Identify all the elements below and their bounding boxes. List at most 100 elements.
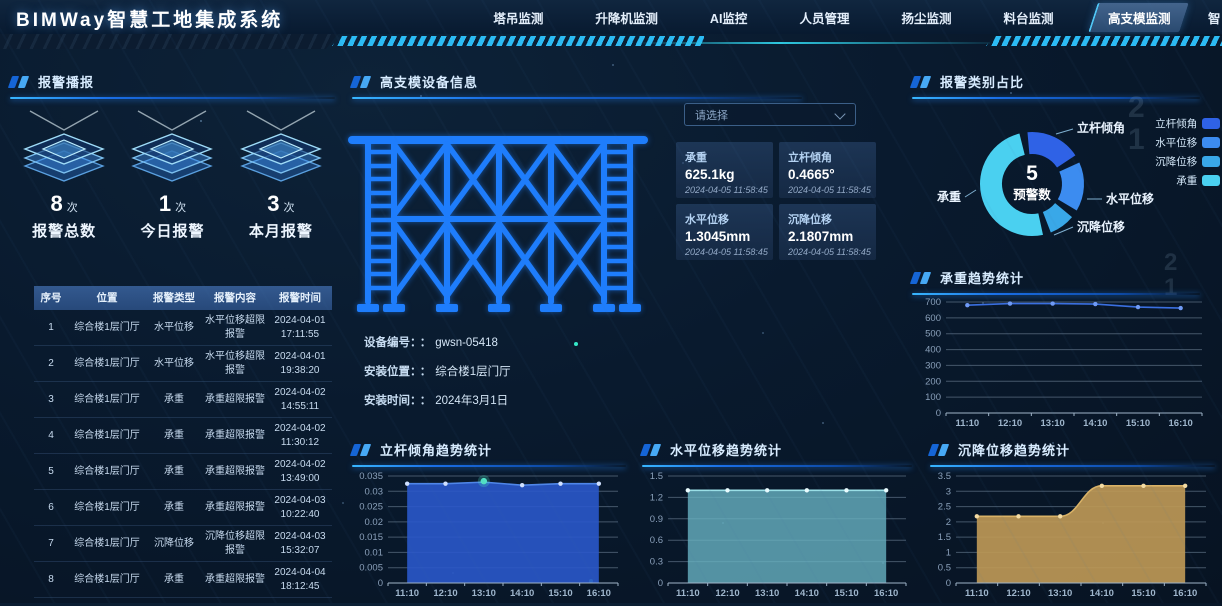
svg-text:100: 100	[925, 392, 941, 403]
svg-text:14:10: 14:10	[1090, 588, 1114, 599]
nav-tab-1[interactable]: 升降机监测	[595, 11, 658, 26]
pie-panel-header: 报警类别占比	[909, 72, 1200, 99]
metric-label: 水平位移	[685, 214, 729, 226]
device-info: 设备编号：： gwsn-05418 安装位置：：综合楼1层门厅 安装时间：： 2024年…	[364, 334, 511, 421]
table-cell: 水平位移超限报警	[205, 315, 265, 340]
column-header: 位置	[96, 291, 118, 304]
svg-text:0.5: 0.5	[938, 563, 951, 574]
table-row: 3 综合楼1层门厅 承重 承重超限报警 2024-04-02 14:55:11	[34, 382, 332, 418]
info-label: 安装位置：	[364, 366, 416, 378]
svg-text:水平位移: 水平位移	[1106, 191, 1154, 206]
table-cell: 综合楼1层门厅	[74, 465, 140, 477]
svg-text:0.03: 0.03	[365, 486, 384, 497]
svg-text:立杆倾角: 立杆倾角	[1077, 120, 1125, 135]
table-row: 2 综合楼1层门厅 水平位移 水平位移超限报警 2024-04-01 19:38:20	[34, 346, 332, 382]
legend-swatch	[1202, 156, 1220, 167]
table-cell: 4	[48, 429, 54, 441]
settle-trend-chart: 0 0.5 1 1.5 2 2.5 3 3.5 11:10 12:10 13:10 14:10 15:1…	[922, 467, 1218, 601]
deco-cyan-hatch-left	[332, 36, 704, 46]
device-select[interactable]: 请选择	[684, 103, 856, 126]
panel-title: 报警播报	[38, 75, 95, 90]
table-cell: 水平位移超限报警	[205, 351, 265, 376]
info-value: 2024年3月1日	[435, 395, 509, 407]
table-row: 7 综合楼1层门厅 沉降位移 沉降位移超限报警 2024-04-03 15:32:07	[34, 526, 332, 562]
legend-item-1: 水平位移	[1150, 133, 1220, 152]
alarm-stat-0: 8 次报警总数	[10, 103, 118, 263]
metric-value: 1.3045mm	[685, 229, 751, 244]
column-header: 报警内容	[214, 291, 256, 304]
legend-label: 承重	[1176, 175, 1198, 187]
svg-text:0: 0	[946, 578, 951, 589]
alarm-stats: 8 次报警总数 1 次今日报警 3 次本月报警	[10, 103, 335, 263]
svg-text:16:10: 16:10	[1173, 588, 1197, 599]
table-cell: 承重	[164, 429, 184, 441]
horiz-trend-chart: 0 0.3 0.6 0.9 1.2 1.5 11:10 12:10 13:10 14:10 15:1…	[634, 467, 918, 601]
deco-strip	[0, 34, 1222, 49]
stat-label: 报警总数	[32, 223, 97, 240]
panel-underline	[912, 97, 1200, 99]
table-cell: 综合楼1层门厅	[74, 429, 140, 441]
metric-timestamp: 2024-04-05 11:58:45	[788, 247, 871, 257]
table-cell: 承重	[164, 465, 184, 477]
svg-text:2.5: 2.5	[938, 502, 951, 513]
panel-title: 沉降位移趋势统计	[958, 443, 1071, 458]
weight-panel-header: 承重趋势统计	[909, 268, 1200, 295]
panel-underline	[352, 465, 626, 467]
panel-slash-icon	[7, 75, 30, 88]
table-cell: 2	[48, 357, 54, 369]
svg-text:12:10: 12:10	[715, 588, 739, 599]
svg-text:0: 0	[658, 578, 663, 589]
info-label: 安装时间：	[364, 395, 416, 407]
table-cell: 沉降位移超限报警	[205, 531, 265, 556]
panel-slash-icon	[927, 443, 950, 456]
nav-tab-0[interactable]: 塔吊监测	[493, 11, 544, 26]
alarm-stat-2: 3 次本月报警	[227, 103, 335, 263]
alarm-table-header: 序号 位置 报警类型 报警内容 报警时间	[34, 286, 332, 310]
svg-text:11:10: 11:10	[965, 588, 989, 599]
svg-text:1.5: 1.5	[650, 471, 663, 482]
svg-text:700: 700	[925, 297, 941, 308]
alarm-category-legend: 立杆倾角 水平位移 沉降位移 承重	[1150, 114, 1220, 190]
alarm-panel-header: 报警播报	[7, 72, 335, 99]
info-value: 综合楼1层门厅	[435, 366, 511, 378]
panel-underline	[912, 293, 1200, 295]
svg-text:0.035: 0.035	[359, 471, 383, 482]
table-cell: 沉降位移	[154, 537, 194, 549]
column-header: 报警时间	[279, 291, 321, 304]
svg-text:13:10: 13:10	[472, 588, 496, 599]
weight-trend-chart: 0 100 200 300 400 500 600 700 11:10 12:10 13:10 14:…	[906, 293, 1216, 431]
table-cell: 2024-04-03 15:32:07	[274, 531, 326, 556]
stat-label: 本月报警	[248, 223, 313, 240]
svg-text:0.6: 0.6	[650, 535, 663, 546]
nav-tab-2[interactable]: AI监控	[709, 11, 748, 26]
svg-text:0.3: 0.3	[650, 557, 663, 568]
metric-value: 2.1807mm	[788, 229, 854, 244]
svg-text:600: 600	[925, 313, 941, 324]
metric-label: 承重	[685, 152, 707, 164]
table-cell: 综合楼1层门厅	[74, 573, 140, 585]
metric-timestamp: 2024-04-05 11:58:45	[788, 185, 871, 195]
svg-text:300: 300	[925, 360, 941, 371]
metric-value: 625.1kg	[685, 167, 735, 182]
column-header: 序号	[40, 291, 62, 304]
nav-tab-6[interactable]: 高支模监测	[1088, 2, 1189, 32]
legend-swatch	[1202, 118, 1220, 129]
table-cell: 承重	[164, 393, 184, 405]
tilt-panel-header: 立杆倾角趋势统计	[349, 440, 626, 467]
svg-text:12:10: 12:10	[433, 588, 457, 599]
metric-card-1: 立杆倾角 0.4665° 2024-04-05 11:58:45	[779, 142, 876, 198]
table-row: 6 综合楼1层门厅 承重 承重超限报警 2024-04-03 10:22:40	[34, 490, 332, 526]
nav-tab-3[interactable]: 人员管理	[799, 11, 850, 26]
svg-text:0: 0	[936, 408, 941, 419]
svg-text:预警数: 预警数	[1013, 187, 1051, 202]
alarm-table: 序号 位置 报警类型 报警内容 报警时间 1 综合楼1层门厅 水平位移 水平位移超限报警 202…	[34, 286, 332, 598]
svg-text:承重: 承重	[937, 189, 961, 204]
nav-tab-7[interactable]: 智	[1208, 11, 1221, 26]
svg-text:13:10: 13:10	[755, 588, 779, 599]
nav-tab-5[interactable]: 料台监测	[1003, 11, 1054, 26]
svg-text:0.005: 0.005	[359, 563, 383, 574]
nav-tab-4[interactable]: 扬尘监测	[901, 11, 952, 26]
table-cell: 7	[48, 537, 54, 549]
